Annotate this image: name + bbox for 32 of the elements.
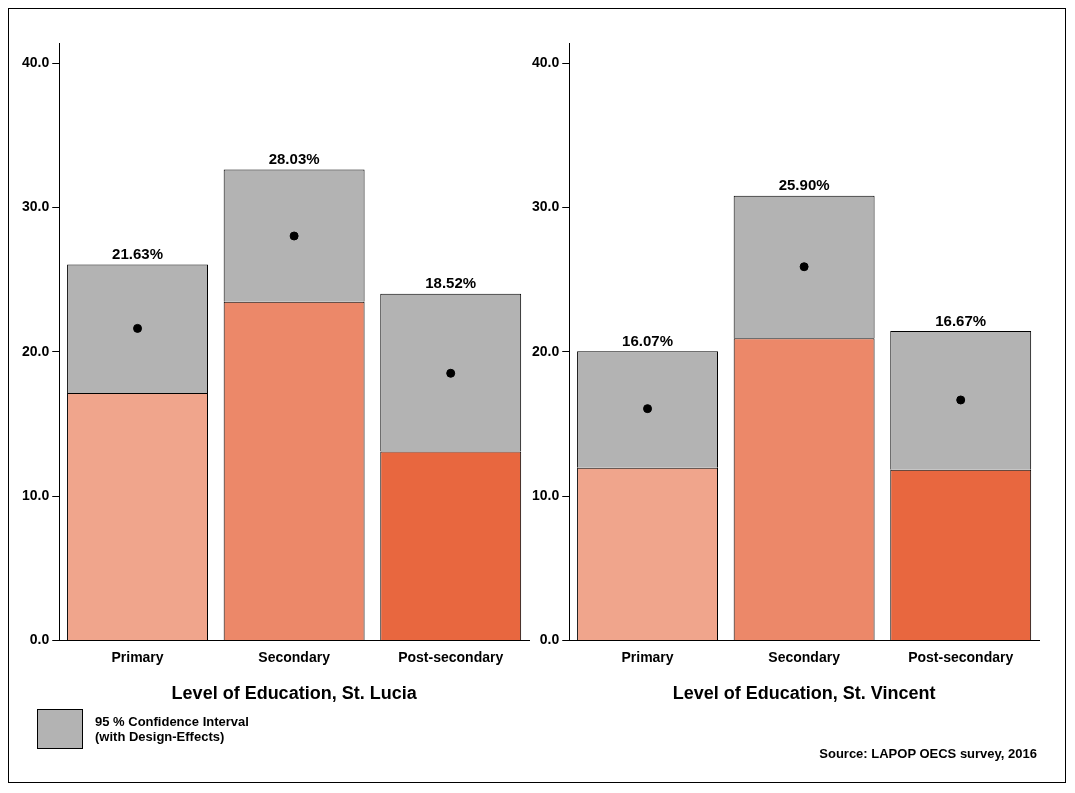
x-axis-title: Level of Education, St. Vincent — [672, 683, 936, 704]
y-tick-label: 10.0 — [22, 487, 50, 504]
point — [799, 262, 809, 272]
point — [643, 404, 653, 414]
source-note: Source: LAPOP OECS survey, 2016 — [819, 746, 1037, 761]
annotation: 25.90% — [778, 176, 830, 194]
annotation: 16.07% — [622, 331, 673, 349]
point — [289, 231, 299, 241]
point — [446, 368, 456, 378]
annotation: 16.67% — [935, 311, 987, 329]
x-tick-label: Secondary — [768, 648, 841, 665]
point — [956, 395, 966, 405]
y-tick-label: 0.0 — [29, 631, 50, 648]
x-tick-label: Post-secondary — [398, 648, 504, 665]
point — [133, 323, 143, 333]
y-tick-label: 40.0 — [532, 54, 560, 71]
y-tick-label: 20.0 — [532, 342, 560, 359]
y-tick-label: 30.0 — [22, 198, 50, 215]
x-tick-label: Primary — [621, 648, 674, 665]
annotation: 18.52% — [425, 274, 477, 292]
x-axis-title: Level of Education, St. Lucia — [171, 683, 418, 704]
y-tick-label: 20.0 — [22, 342, 50, 359]
y-tick-label: 10.0 — [532, 487, 560, 504]
x-tick-label: Secondary — [258, 648, 331, 665]
y-tick-label: 40.0 — [22, 54, 50, 71]
y-tick-label: 30.0 — [532, 198, 560, 215]
annotation: 28.03% — [268, 150, 320, 168]
annotation: 21.63% — [112, 245, 163, 263]
x-tick-label: Primary — [111, 648, 164, 665]
text: 95 % Confidence Interval (with Design-Effects) — [95, 714, 249, 744]
x-tick-label: Post-secondary — [908, 648, 1014, 665]
y-tick-label: 0.0 — [539, 631, 560, 648]
